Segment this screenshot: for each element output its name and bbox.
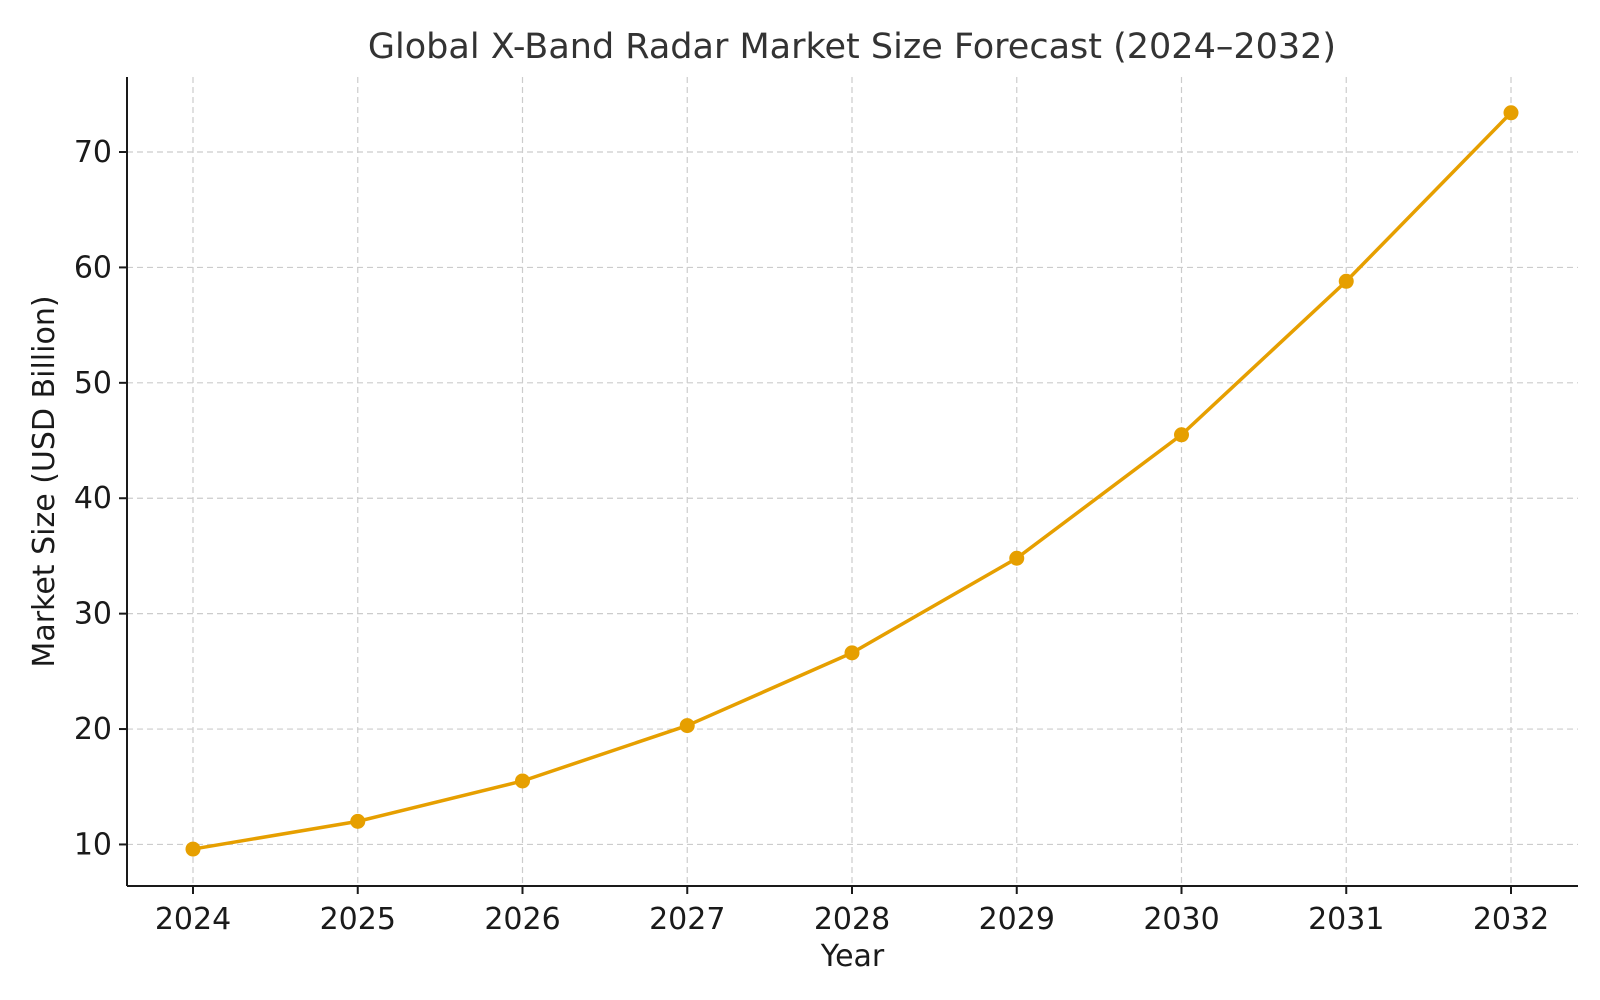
- data-point: [1009, 550, 1025, 566]
- data-point: [185, 841, 201, 857]
- data-point: [1174, 427, 1189, 443]
- y-tick-label: 40: [74, 481, 112, 516]
- x-tick-label: 2032: [1473, 902, 1549, 937]
- y-axis-title: Market Size (USD Billion): [27, 295, 62, 667]
- x-tick-label: 2026: [484, 902, 560, 937]
- ticks: 2024 2025 2026 2027 2028 2029 2030 2031 20321020…: [74, 135, 1549, 937]
- series: [185, 105, 1519, 857]
- chart-title: Global X-Band Radar Market Size Forecast…: [368, 27, 1336, 67]
- data-point: [1503, 105, 1519, 121]
- x-tick-label: 2025: [320, 902, 396, 937]
- y-tick-label: 30: [74, 597, 112, 632]
- x-tick-label: 2028: [814, 902, 890, 937]
- y-tick-label: 20: [74, 712, 112, 747]
- x-tick-label: 2030: [1143, 902, 1219, 937]
- y-tick-label: 50: [74, 366, 112, 401]
- y-tick-label: 10: [74, 827, 112, 862]
- data-point: [844, 645, 860, 661]
- x-tick-label: 2029: [979, 902, 1055, 937]
- data-point: [350, 813, 366, 829]
- grid: [127, 77, 1578, 886]
- data-point: [1338, 273, 1354, 289]
- y-tick-label: 60: [74, 250, 112, 285]
- x-tick-label: 2024: [155, 902, 231, 937]
- x-tick-label: 2031: [1308, 902, 1384, 937]
- data-point: [679, 718, 695, 734]
- data-point: [515, 773, 530, 789]
- y-tick-label: 70: [74, 135, 112, 170]
- x-tick-label: 2027: [649, 902, 725, 937]
- x-axis-title: Year: [820, 939, 885, 974]
